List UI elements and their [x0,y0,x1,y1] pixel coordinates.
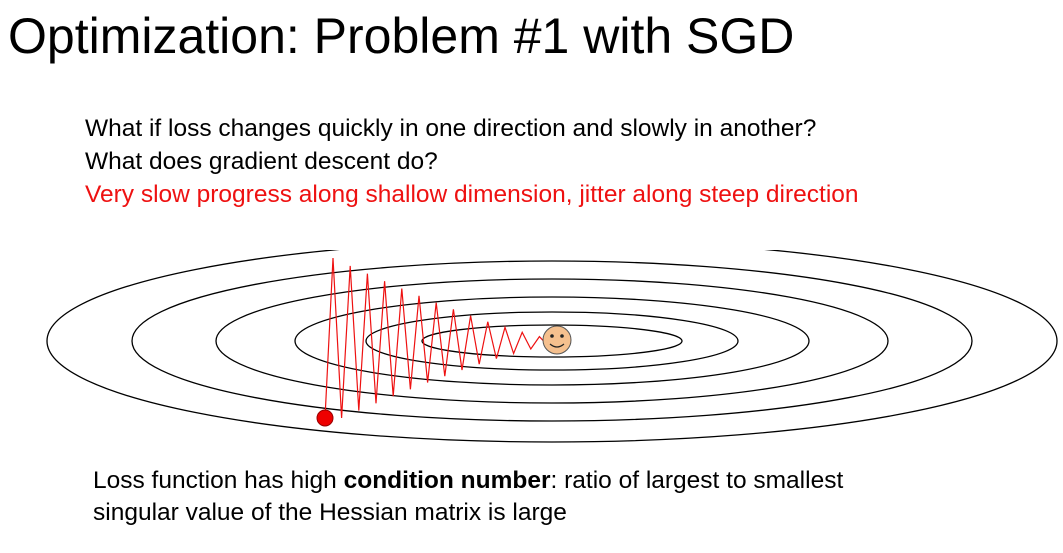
footer-line-1: Loss function has high condition number:… [93,465,843,497]
smiley-right-eye-icon [560,334,564,338]
goal-smiley [542,325,572,355]
contour-ellipse-1 [46,250,1058,443]
answer-line: Very slow progress along shallow dimensi… [85,181,859,208]
contour-ellipses [46,250,1058,443]
contour-ellipse-5 [365,311,739,371]
footer-text: Loss function has high condition number:… [93,465,843,529]
footer-line-1-start: Loss function has high [93,467,344,494]
question-line-2: What does gradient descent do? [85,148,438,175]
contour-ellipse-4 [294,296,810,386]
sgd-zigzag-path [324,257,554,419]
smiley-left-eye-icon [550,334,554,338]
condition-number-term: condition number [343,467,551,494]
contour-ellipse-3 [215,278,889,404]
start-point-marker [316,409,334,427]
contour-ellipse-6 [421,324,683,358]
contour-ellipse-2 [131,260,973,422]
footer-line-1-end: : ratio of largest to smallest [550,467,844,494]
smiley-mouth-icon [549,343,565,348]
footer-line-2: singular value of the Hessian matrix is … [93,499,567,526]
question-line-1: What if loss changes quickly in one dire… [85,115,817,142]
smiley-face-icon [542,325,572,355]
loss-contour-diagram [46,250,1058,443]
slide-title: Optimization: Problem #1 with SGD [8,8,795,64]
